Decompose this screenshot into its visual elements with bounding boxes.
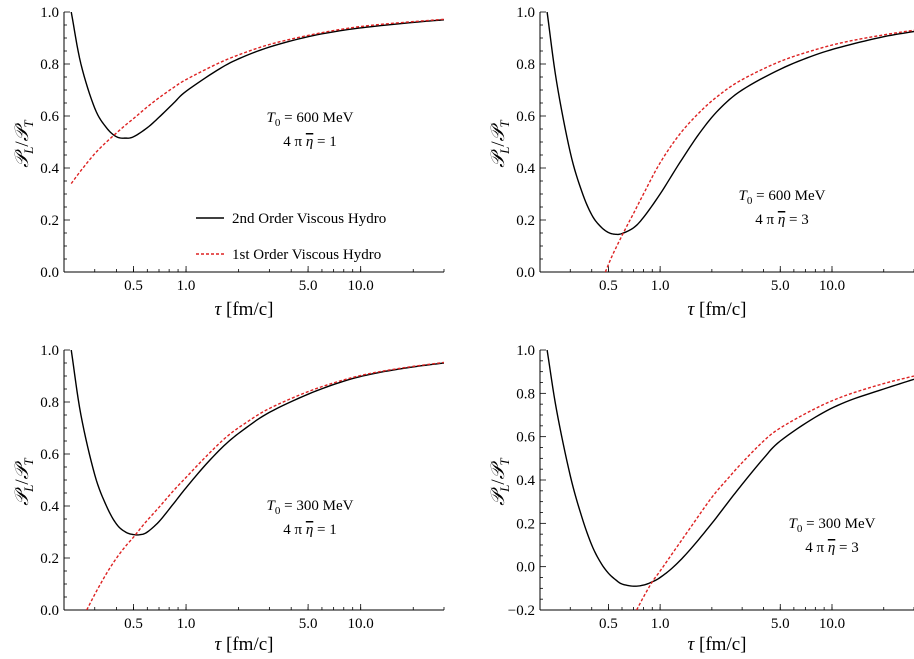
annotation-temperature: T0 = 600 MeV <box>739 188 826 207</box>
annotation-viscosity: 4 π η = 3 <box>805 540 859 556</box>
y-tick-label: 0.4 <box>40 499 59 515</box>
legend-entry: 1st Order Viscous Hydro <box>232 247 381 263</box>
x-tick-label: 10.0 <box>348 278 374 294</box>
y-axis-label: 𝒫L/𝒫T <box>488 458 512 506</box>
series-line-2nd-order <box>70 12 444 139</box>
y-tick-label: 0.8 <box>40 395 59 411</box>
x-tick-label: 5.0 <box>771 278 790 294</box>
y-tick-label: 0.0 <box>516 560 535 576</box>
x-tick-label: 5.0 <box>771 616 790 632</box>
x-tick-label: 1.0 <box>177 278 196 294</box>
y-tick-label: 0.2 <box>516 516 535 532</box>
annotation-temperature: T0 = 300 MeV <box>267 498 354 517</box>
series-line-1st-order <box>636 375 914 610</box>
x-axis-label: τ [fm/c] <box>214 634 273 655</box>
y-tick-label: 0.4 <box>516 473 535 489</box>
x-tick-label: 5.0 <box>299 278 318 294</box>
y-tick-label: 0.0 <box>516 265 535 281</box>
x-tick-label: 1.0 <box>177 616 196 632</box>
annotation-temperature: T0 = 600 MeV <box>267 110 354 129</box>
series-line-2nd-order <box>546 350 914 587</box>
y-tick-label: 1.0 <box>516 5 535 21</box>
x-tick-label: 0.5 <box>124 616 143 632</box>
legend-entry: 2nd Order Viscous Hydro <box>232 211 386 227</box>
x-axis-label: τ [fm/c] <box>214 299 273 320</box>
y-axis-label: 𝒫L/𝒫T <box>488 120 512 168</box>
y-tick-label: 0.2 <box>40 213 59 229</box>
y-tick-label: 1.0 <box>516 343 535 359</box>
chart-panel-2: 0.5 1.0 5.0 10.0 0.0 0.2 0.4 0.6 0.8 1.0 τ [fm/c] 𝒫… <box>488 5 914 320</box>
x-tick-label: 10.0 <box>819 616 845 632</box>
y-tick-label: 0.4 <box>516 161 535 177</box>
chart-panel-4: 0.5 1.0 5.0 10.0 −0.2 0.0 0.2 0.4 0.6 0.8 1.0 τ [fm… <box>488 343 914 655</box>
y-axis-label: 𝒫L/𝒫T <box>12 458 36 506</box>
y-tick-label: 0.8 <box>40 57 59 73</box>
series-line-2nd-order <box>546 12 914 236</box>
x-tick-label: 10.0 <box>819 278 845 294</box>
y-tick-label: 0.6 <box>516 109 535 125</box>
annotation-viscosity: 4 π η = 1 <box>283 134 337 150</box>
y-axis-label: 𝒫L/𝒫T <box>12 120 36 168</box>
x-axis-label: τ [fm/c] <box>687 299 746 320</box>
x-tick-label: 0.5 <box>599 278 618 294</box>
x-tick-label: 5.0 <box>299 616 318 632</box>
y-tick-label: 0.2 <box>516 213 535 229</box>
y-tick-label: 0.4 <box>40 161 59 177</box>
annotation-temperature: T0 = 300 MeV <box>789 516 876 535</box>
y-tick-label: 0.0 <box>40 603 59 619</box>
series-line-1st-order <box>86 361 444 610</box>
y-tick-label: 0.0 <box>40 265 59 281</box>
y-tick-label: −0.2 <box>508 603 535 619</box>
x-tick-label: 0.5 <box>124 278 143 294</box>
x-axis-label: τ [fm/c] <box>687 634 746 655</box>
y-tick-label: 1.0 <box>40 5 59 21</box>
x-tick-label: 0.5 <box>599 616 618 632</box>
annotation-viscosity: 4 π η = 3 <box>755 212 809 228</box>
x-tick-label: 1.0 <box>651 616 670 632</box>
x-tick-label: 10.0 <box>348 616 374 632</box>
legend: 2nd Order Viscous Hydro 1st Order Viscous… <box>196 211 386 263</box>
annotation-viscosity: 4 π η = 1 <box>283 522 337 538</box>
y-tick-label: 0.6 <box>516 430 535 446</box>
y-tick-label: 0.8 <box>516 57 535 73</box>
series-line-1st-order <box>70 18 444 185</box>
y-tick-label: 0.6 <box>40 447 59 463</box>
x-tick-label: 1.0 <box>651 278 670 294</box>
y-tick-label: 0.2 <box>40 551 59 567</box>
series-line-2nd-order <box>70 350 444 536</box>
y-tick-label: 0.8 <box>516 386 535 402</box>
y-tick-label: 1.0 <box>40 343 59 359</box>
series-line-1st-order <box>604 29 914 272</box>
chart-panel-3: 0.5 1.0 5.0 10.0 0.0 0.2 0.4 0.6 0.8 1.0 τ [fm/c] 𝒫… <box>12 343 445 655</box>
y-tick-label: 0.6 <box>40 109 59 125</box>
chart-panel-1: 0.5 1.0 5.0 10.0 0.0 0.2 0.4 0.6 0.8 1.0 τ [fm/c] 𝒫… <box>12 5 445 320</box>
